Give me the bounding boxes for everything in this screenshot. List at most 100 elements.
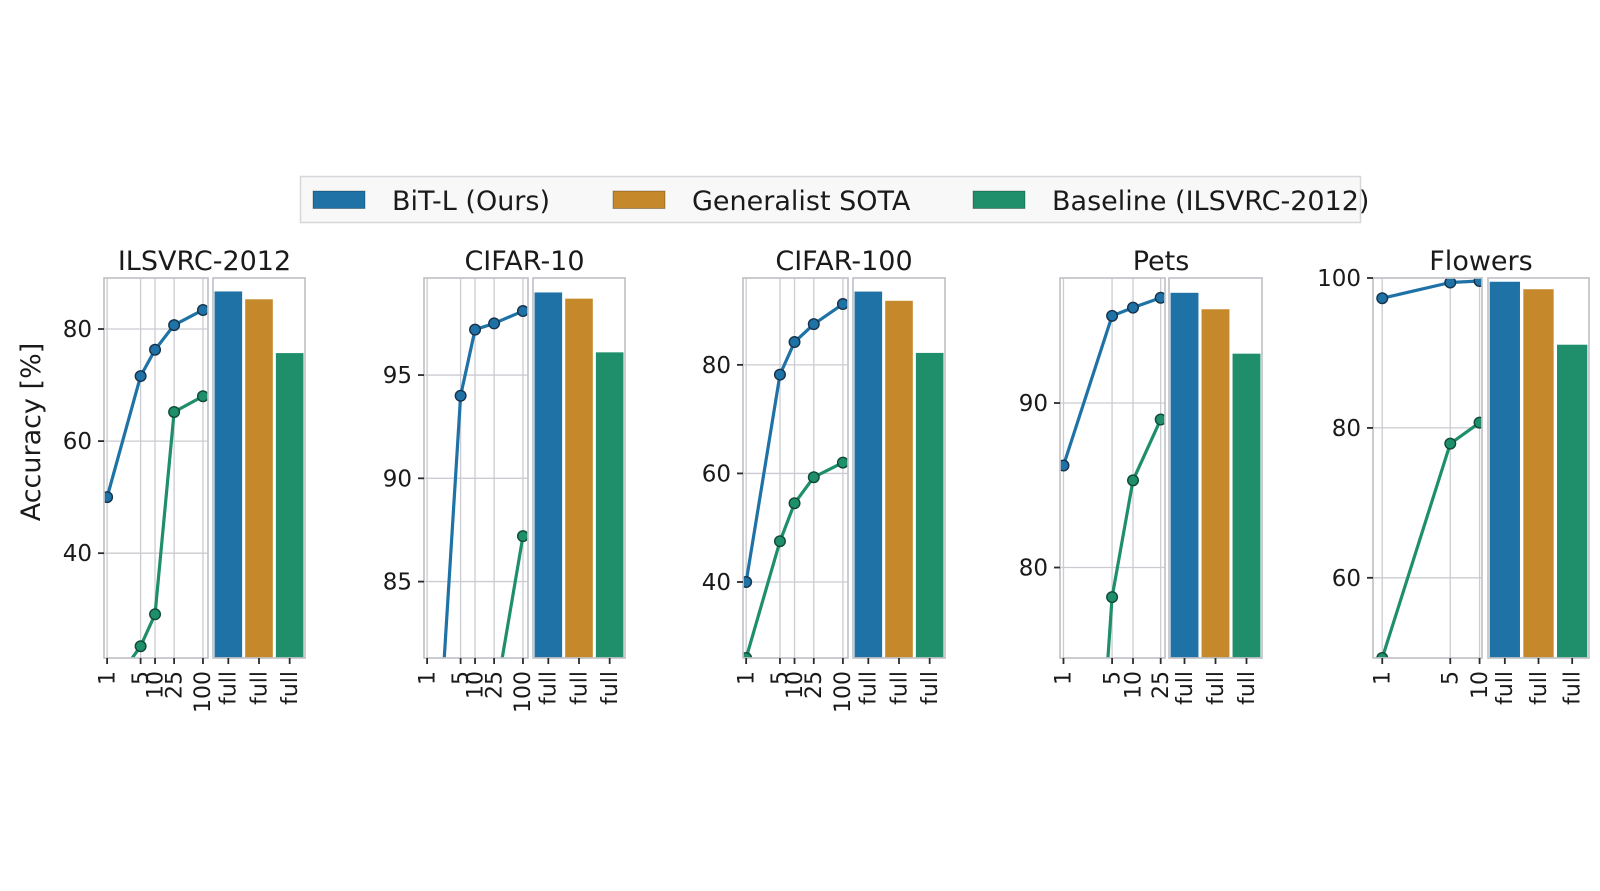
panel-title-cifar-100: CIFAR-100 xyxy=(775,246,912,277)
bar-generalist-sota xyxy=(245,299,273,658)
x-tick-label: 25 xyxy=(162,671,187,699)
y-tick-label: 80 xyxy=(1019,556,1048,582)
y-tick-label: 40 xyxy=(63,541,92,567)
marker-bit-l-ours xyxy=(104,491,114,504)
marker-bit-l-ours xyxy=(1376,292,1389,305)
ticks xyxy=(737,363,931,664)
bar-tick-label: full xyxy=(598,671,623,705)
marker-baseline-ilsvrc-2012 xyxy=(1444,437,1457,450)
marker-baseline-ilsvrc-2012 xyxy=(773,535,786,548)
legend-item-generalist-sota: Generalist SOTA xyxy=(612,186,911,217)
x-tick-label: 100 xyxy=(831,671,856,713)
x-tick-label: 100 xyxy=(511,671,536,713)
bar-tick-label: full xyxy=(1560,671,1585,705)
series-bit-l-ours xyxy=(1060,291,1165,472)
line-axes-frame xyxy=(1372,277,1483,659)
bar-tick-label: full xyxy=(1204,671,1229,705)
ticks xyxy=(418,374,611,664)
marker-bit-l-ours xyxy=(1154,291,1165,304)
x-tick-label: 1 xyxy=(415,671,440,685)
bar-bit-l-ours xyxy=(854,291,883,658)
line-axes-frame xyxy=(423,277,529,659)
marker-bit-l-ours xyxy=(1444,278,1457,289)
y-tick-label: 60 xyxy=(702,461,731,487)
x-tick-label: 5 xyxy=(768,671,793,685)
y-tick-label: 95 xyxy=(383,363,412,389)
bar-generalist-sota xyxy=(565,298,593,658)
marker-baseline-ilsvrc-2012 xyxy=(807,471,820,484)
panel-title-ilsvrc-2012: ILSVRC-2012 xyxy=(118,246,291,277)
bar-baseline-ilsvrc-2012 xyxy=(915,352,944,658)
line-axes-frame xyxy=(742,277,849,659)
legend-label-bit-l-ours: BiT-L (Ours) xyxy=(392,186,550,217)
gridlines xyxy=(104,278,208,658)
ticks xyxy=(1054,402,1248,664)
marker-bit-l-ours xyxy=(743,576,753,588)
bars xyxy=(1489,281,1588,658)
y-tick-label: 40 xyxy=(702,570,731,596)
y-tick-label: 80 xyxy=(63,317,92,343)
series-baseline-ilsvrc-2012 xyxy=(489,530,528,711)
series-bit-l-ours xyxy=(442,305,528,658)
x-tick-label: 10 xyxy=(1468,671,1493,699)
gridlines xyxy=(1373,277,1482,658)
marker-bit-l-ours xyxy=(488,317,501,330)
line-baseline-ilsvrc-2012 xyxy=(1106,418,1163,658)
bar-bit-l-ours xyxy=(534,292,563,658)
marker-baseline-ilsvrc-2012 xyxy=(489,700,500,711)
marker-baseline-ilsvrc-2012 xyxy=(102,688,113,699)
ticks xyxy=(1367,277,1574,664)
marker-bit-l-ours xyxy=(516,305,528,318)
bars xyxy=(534,292,624,658)
bar-tick-label: full xyxy=(567,671,592,705)
bar-tick-label: full xyxy=(1527,671,1552,705)
bar-baseline-ilsvrc-2012 xyxy=(595,352,624,658)
marker-baseline-ilsvrc-2012 xyxy=(196,390,208,403)
line-bit-l-ours xyxy=(1061,296,1162,467)
marker-bit-l-ours xyxy=(134,370,147,383)
line-bit-l-ours xyxy=(1381,279,1480,300)
panel-title-flowers: Flowers xyxy=(1429,246,1532,277)
marker-baseline-ilsvrc-2012 xyxy=(1473,416,1482,429)
x-tick-label: 10 xyxy=(783,671,808,699)
marker-baseline-ilsvrc-2012 xyxy=(134,640,147,653)
y-tick-label: 90 xyxy=(383,466,412,492)
x-tick-label: 25 xyxy=(802,671,827,699)
legend-label-generalist-sota: Generalist SOTA xyxy=(692,186,911,217)
gridlines xyxy=(424,278,528,658)
marker-bit-l-ours xyxy=(773,368,786,381)
marker-baseline-ilsvrc-2012 xyxy=(516,530,528,543)
bar-tick-label: full xyxy=(918,671,943,705)
bar-generalist-sota xyxy=(885,300,913,658)
legend-swatch-baseline-ilsvrc-2012 xyxy=(972,190,1026,209)
x-tick-label: 5 xyxy=(1100,671,1125,685)
x-tick-label: 10 xyxy=(1121,671,1146,699)
legend-swatch-bit-l-ours xyxy=(312,190,366,209)
bars xyxy=(1170,292,1261,658)
bar-tick-label: full xyxy=(1173,671,1198,705)
marker-baseline-ilsvrc-2012 xyxy=(149,608,162,621)
bar-tick-label: full xyxy=(887,671,912,705)
ticks xyxy=(98,328,291,664)
marker-bit-l-ours xyxy=(196,303,208,316)
line-axes-frame xyxy=(103,277,209,659)
legend-item-baseline-ilsvrc-2012: Baseline (ILSVRC-2012) xyxy=(972,186,1369,217)
marker-bit-l-ours xyxy=(1127,301,1140,314)
bar-generalist-sota xyxy=(1523,289,1554,658)
y-tick-label: 100 xyxy=(1317,266,1361,292)
bars xyxy=(854,291,944,658)
panel-title-cifar-10: CIFAR-10 xyxy=(464,246,584,277)
legend-item-bit-l-ours: BiT-L (Ours) xyxy=(312,186,550,217)
bar-tick-label: full xyxy=(537,671,562,705)
x-tick-label: 1 xyxy=(95,671,120,685)
bar-tick-label: full xyxy=(1493,671,1518,705)
bar-bit-l-ours xyxy=(1489,281,1520,658)
marker-bit-l-ours xyxy=(788,336,801,349)
